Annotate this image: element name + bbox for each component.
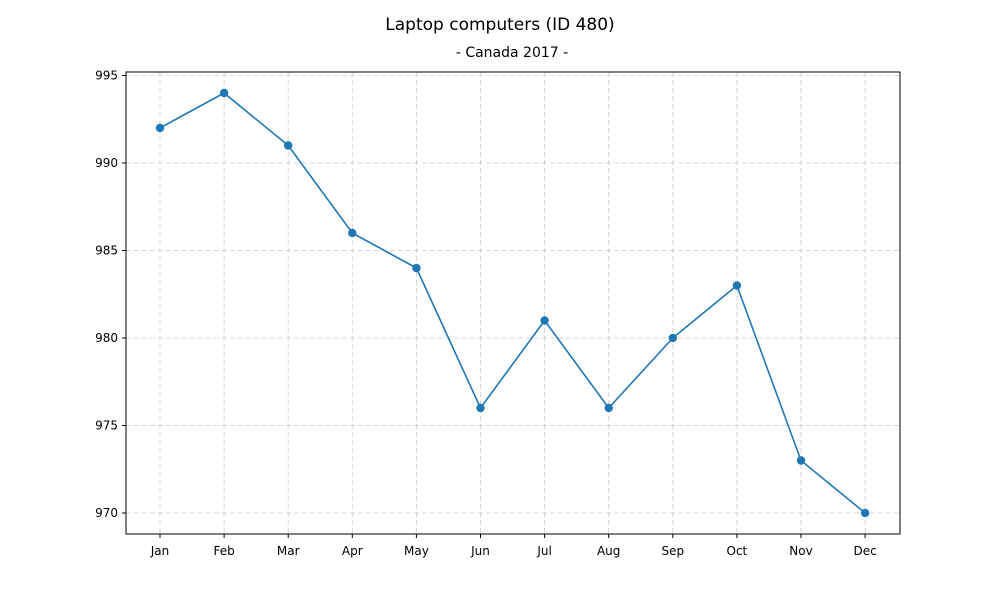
x-tick-label: Dec: [853, 544, 876, 558]
series-line: [159, 92, 866, 514]
x-tick-label: Jun: [470, 544, 490, 558]
chart-subtitle: - Canada 2017 -: [455, 45, 569, 61]
x-tick-label: Nov: [789, 544, 812, 558]
data-point: [732, 281, 742, 290]
data-point: [284, 141, 293, 150]
x-tick-label: Oct: [727, 544, 748, 558]
grid-lines: [126, 72, 900, 534]
data-point: [412, 263, 421, 273]
data-point: [219, 88, 229, 98]
y-tick-label: 985: [95, 244, 118, 258]
y-tick-label: 970: [95, 506, 118, 520]
series-layer: [155, 88, 870, 518]
y-tick-label: 975: [95, 419, 118, 433]
x-tick-label: Sep: [661, 544, 684, 558]
x-tick-label: Mar: [277, 544, 300, 558]
x-tick-label: Apr: [342, 544, 363, 558]
data-point: [668, 333, 677, 343]
axis-layer: Jan Feb Mar Apr May Jun Jul Aug Sep Oct Nov Dec 970 9…: [95, 69, 877, 559]
data-point: [155, 123, 165, 133]
data-point: [540, 316, 549, 325]
x-tick-label: May: [404, 544, 429, 558]
plot-frame: [125, 71, 901, 535]
data-point: [476, 403, 485, 413]
x-tick-label: Jan: [150, 544, 170, 558]
y-tick-label: 995: [95, 69, 118, 83]
data-point: [796, 456, 806, 465]
data-point: [348, 228, 357, 238]
y-tick-label: 980: [95, 331, 118, 345]
data-point: [860, 508, 870, 518]
data-point: [604, 403, 613, 413]
x-tick-label: Feb: [213, 544, 234, 558]
x-tick-label: Aug: [597, 544, 620, 558]
chart-title: Laptop computers (ID 480): [385, 15, 615, 35]
y-tick-label: 990: [95, 156, 118, 170]
x-tick-label: Jul: [536, 544, 551, 558]
